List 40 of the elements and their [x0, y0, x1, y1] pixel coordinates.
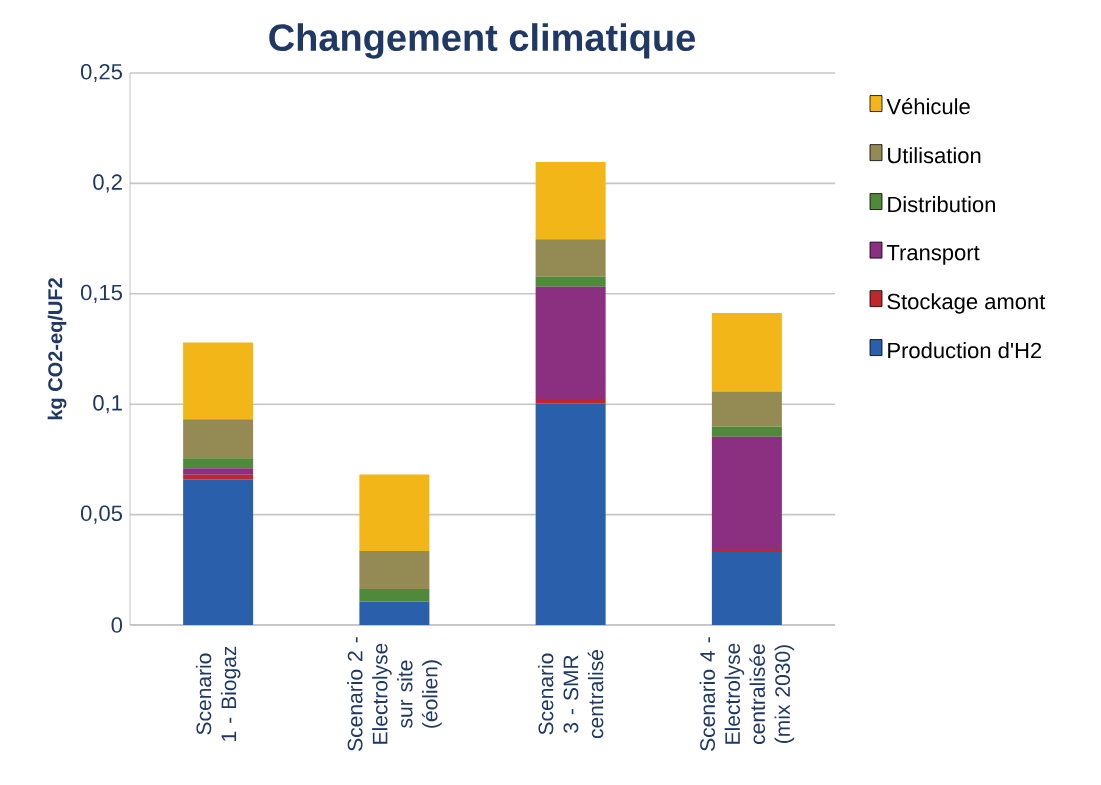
legend-label: Transport	[886, 245, 980, 265]
bar	[535, 161, 606, 240]
legend-label: Véhicule	[886, 97, 970, 115]
y-axis-title: kg CO2-eq/UF2	[47, 278, 67, 420]
x-tick-label: Scenario 1 - Biogaz	[195, 646, 241, 741]
bar	[711, 552, 782, 625]
y-tick-label: 0,2	[93, 174, 122, 193]
bar	[711, 549, 782, 553]
bar	[183, 458, 254, 469]
y-tick-label: 0,05	[80, 505, 122, 524]
x-tick-label: Scenario 2 - Electrolyse sur site (éolien)	[347, 637, 442, 751]
bar	[183, 474, 254, 480]
legend-label: Distribution	[888, 196, 995, 213]
legend-label: Utilisation	[888, 147, 981, 164]
bar	[535, 286, 606, 399]
chart-title: Changement climatique	[269, 23, 695, 59]
bar	[535, 239, 606, 277]
bar	[535, 276, 606, 287]
bar	[359, 601, 430, 625]
y-tick-label: 0,15	[80, 284, 122, 303]
bar	[535, 398, 606, 404]
bar	[711, 391, 782, 427]
bar	[711, 426, 782, 437]
legend-label: Production d'H2	[888, 342, 1042, 359]
y-tick-label: 0	[111, 617, 123, 633]
bar	[535, 403, 606, 625]
bar	[711, 436, 782, 550]
bar	[183, 342, 254, 420]
x-tick-label: Scenario 3 - SMR centralisé	[537, 650, 604, 739]
bar	[359, 474, 430, 552]
bar	[183, 468, 254, 475]
bar	[183, 479, 254, 625]
y-tick-label: 0,25	[80, 63, 122, 83]
legend-label: Stockage amont	[887, 293, 1046, 314]
y-tick-label: 0,1	[93, 395, 122, 414]
bar	[711, 312, 782, 392]
bar	[183, 419, 254, 459]
bar	[359, 551, 430, 589]
x-tick-label: Scenario 4 - Electrolyse centralisée (mix 2030)	[699, 637, 795, 751]
bar	[359, 588, 430, 602]
